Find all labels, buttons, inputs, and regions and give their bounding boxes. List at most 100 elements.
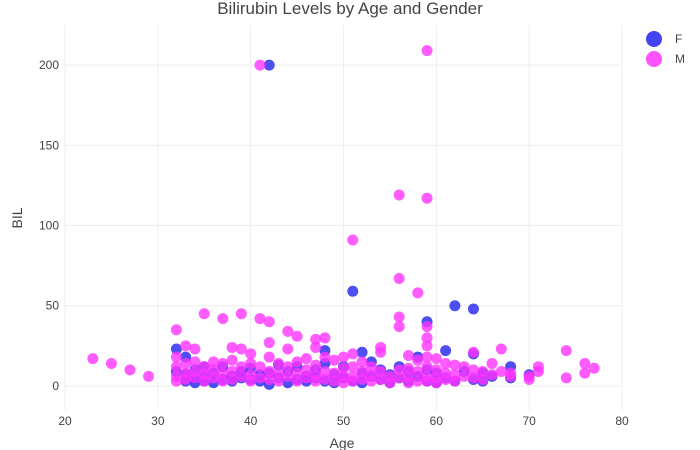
data-point-m[interactable] [245, 357, 257, 369]
data-point-m[interactable] [440, 357, 452, 369]
data-point-m[interactable] [430, 364, 442, 376]
data-point-m[interactable] [467, 346, 479, 358]
data-point-m[interactable] [263, 351, 275, 363]
data-point-m[interactable] [347, 375, 359, 387]
data-point-m[interactable] [217, 375, 229, 387]
data-point-m[interactable] [300, 353, 312, 365]
data-point-m[interactable] [523, 370, 535, 382]
data-point-m[interactable] [588, 362, 600, 374]
data-point-m[interactable] [170, 324, 182, 336]
data-point-m[interactable] [458, 370, 470, 382]
data-point-f[interactable] [449, 300, 461, 312]
data-point-m[interactable] [189, 372, 201, 384]
data-point-f[interactable] [356, 346, 368, 358]
data-point-m[interactable] [421, 321, 433, 333]
data-point-m[interactable] [263, 316, 275, 328]
data-point-m[interactable] [254, 361, 266, 373]
data-point-m[interactable] [300, 364, 312, 376]
data-point-m[interactable] [421, 351, 433, 363]
data-point-m[interactable] [328, 367, 340, 379]
data-point-m[interactable] [319, 351, 331, 363]
data-point-m[interactable] [421, 361, 433, 373]
data-point-m[interactable] [421, 45, 433, 57]
data-point-m[interactable] [208, 364, 220, 376]
data-point-m[interactable] [310, 375, 322, 387]
data-point-m[interactable] [217, 357, 229, 369]
data-point-m[interactable] [300, 372, 312, 384]
data-point-m[interactable] [273, 357, 285, 369]
data-point-m[interactable] [217, 313, 229, 325]
data-point-m[interactable] [421, 332, 433, 344]
legend[interactable]: F M [646, 31, 685, 67]
data-point-m[interactable] [486, 357, 498, 369]
data-point-m[interactable] [440, 374, 452, 386]
data-point-m[interactable] [235, 308, 247, 320]
data-point-m[interactable] [579, 357, 591, 369]
data-point-m[interactable] [124, 364, 136, 376]
data-point-m[interactable] [412, 287, 424, 299]
data-point-m[interactable] [402, 362, 414, 374]
data-point-m[interactable] [328, 354, 340, 366]
data-point-m[interactable] [254, 372, 266, 384]
data-point-m[interactable] [245, 348, 257, 360]
data-point-m[interactable] [291, 330, 303, 342]
data-point-m[interactable] [560, 372, 572, 384]
data-point-m[interactable] [449, 375, 461, 387]
data-point-m[interactable] [328, 375, 340, 387]
data-point-m[interactable] [347, 348, 359, 360]
data-point-m[interactable] [273, 375, 285, 387]
data-point-m[interactable] [402, 349, 414, 361]
data-point-m[interactable] [347, 361, 359, 373]
data-point-m[interactable] [170, 361, 182, 373]
legend-item-m[interactable]: M [646, 51, 685, 67]
data-point-m[interactable] [319, 332, 331, 344]
data-point-m[interactable] [226, 341, 238, 353]
data-point-m[interactable] [235, 361, 247, 373]
data-point-m[interactable] [319, 374, 331, 386]
data-point-m[interactable] [467, 372, 479, 384]
data-point-m[interactable] [495, 343, 507, 355]
data-point-m[interactable] [412, 354, 424, 366]
data-point-m[interactable] [375, 366, 387, 377]
data-point-m[interactable] [226, 366, 238, 377]
data-point-m[interactable] [477, 374, 489, 386]
data-point-m[interactable] [310, 341, 322, 353]
data-point-m[interactable] [505, 370, 517, 382]
data-point-m[interactable] [560, 345, 572, 357]
data-point-m[interactable] [430, 353, 442, 365]
data-point-m[interactable] [254, 59, 266, 71]
data-point-m[interactable] [393, 272, 405, 284]
data-point-m[interactable] [356, 374, 368, 386]
data-point-m[interactable] [245, 375, 257, 387]
data-point-m[interactable] [291, 375, 303, 387]
data-point-m[interactable] [412, 375, 424, 387]
data-point-m[interactable] [105, 357, 117, 369]
data-point-m[interactable] [189, 343, 201, 355]
data-point-m[interactable] [226, 374, 238, 386]
data-point-m[interactable] [393, 321, 405, 333]
data-point-m[interactable] [458, 361, 470, 373]
data-point-m[interactable] [310, 359, 322, 371]
data-point-m[interactable] [170, 375, 182, 387]
data-point-m[interactable] [579, 367, 591, 379]
data-point-m[interactable] [291, 356, 303, 368]
data-point-f[interactable] [347, 285, 359, 297]
data-point-m[interactable] [282, 370, 294, 382]
data-point-f[interactable] [467, 303, 479, 315]
data-point-m[interactable] [477, 366, 489, 377]
data-point-m[interactable] [319, 366, 331, 377]
data-point-m[interactable] [356, 366, 368, 377]
legend-item-f[interactable]: F [646, 31, 682, 47]
data-point-m[interactable] [338, 362, 349, 374]
data-point-m[interactable] [263, 337, 275, 349]
data-point-m[interactable] [421, 375, 433, 387]
data-point-m[interactable] [495, 366, 507, 377]
data-point-m[interactable] [365, 375, 377, 387]
data-point-m[interactable] [254, 313, 266, 325]
data-point-m[interactable] [180, 357, 192, 369]
data-point-m[interactable] [402, 377, 414, 389]
data-point-m[interactable] [208, 356, 220, 368]
data-point-m[interactable] [532, 366, 544, 377]
data-point-m[interactable] [282, 361, 294, 373]
data-point-m[interactable] [198, 308, 210, 320]
